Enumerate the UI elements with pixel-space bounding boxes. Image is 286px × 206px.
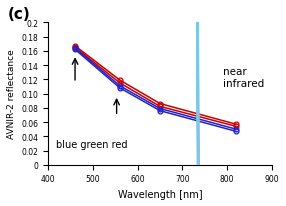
Text: blue green red: blue green red [56,139,128,149]
Text: (c): (c) [8,7,31,22]
Y-axis label: AVNIR-2 reflectance: AVNIR-2 reflectance [7,49,16,139]
Text: near
infrared: near infrared [223,67,264,89]
X-axis label: Wavelength [nm]: Wavelength [nm] [118,189,202,199]
